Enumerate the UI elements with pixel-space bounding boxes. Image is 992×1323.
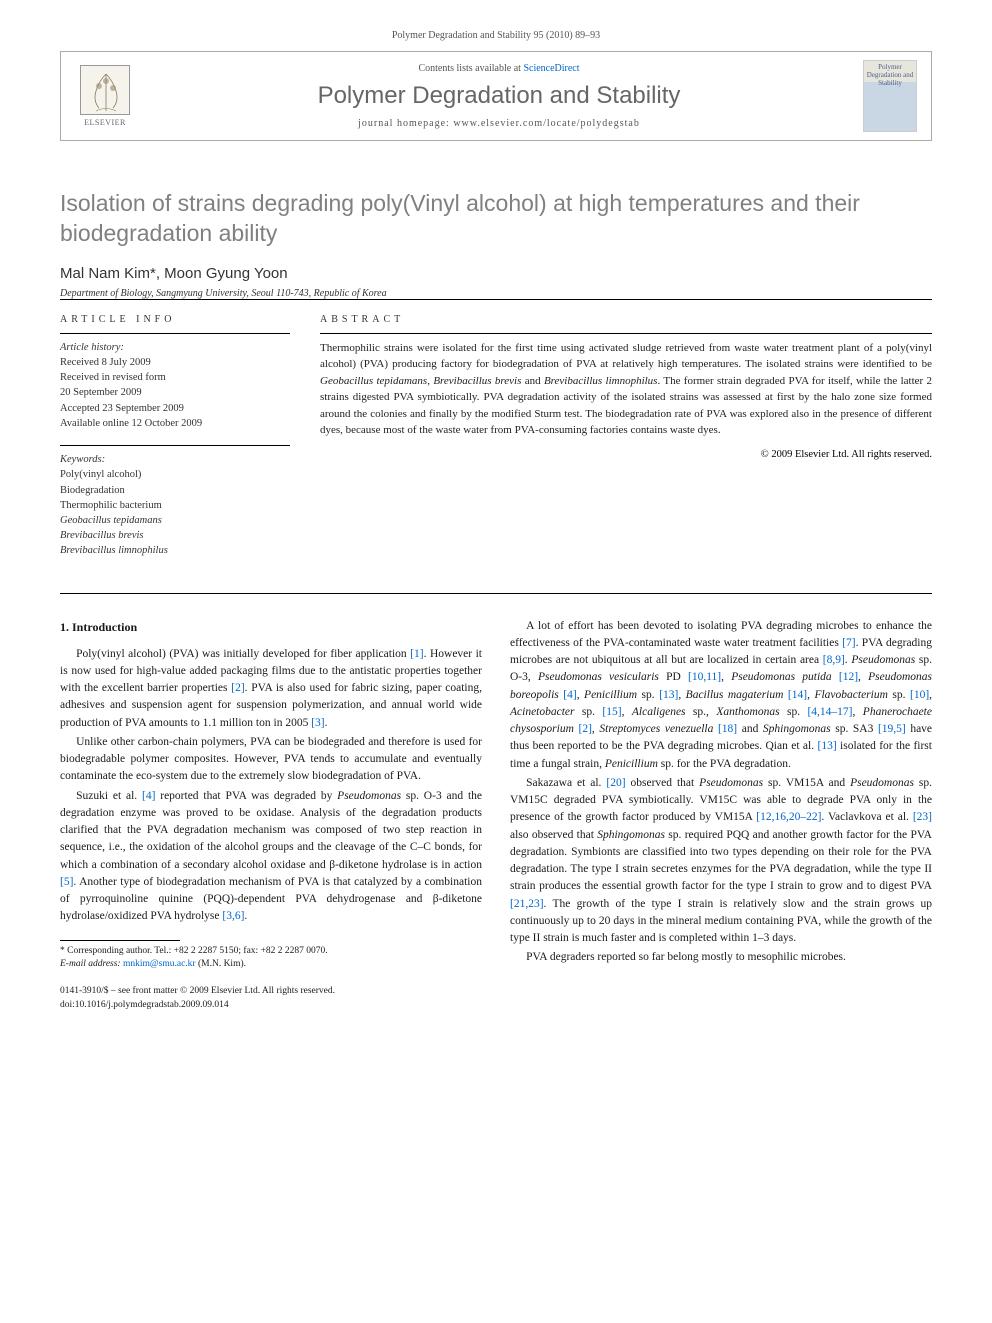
paragraph: Poly(vinyl alcohol) (PVA) was initially … [60,646,482,732]
body-divider [60,593,932,594]
journal-header-box: ELSEVIER Contents lists available at Sci… [60,51,932,141]
citation-link[interactable]: [2] [578,723,591,735]
citation-link[interactable]: [7] [842,637,855,649]
citation-link[interactable]: [4] [142,790,155,802]
front-matter-block: 0141-3910/$ – see front matter © 2009 El… [60,985,482,1012]
paragraph: Unlike other carbon-chain polymers, PVA … [60,734,482,786]
body-columns: 1. Introduction Poly(vinyl alcohol) (PVA… [60,618,932,1012]
abstract-copyright: © 2009 Elsevier Ltd. All rights reserved… [320,449,932,460]
citation-link[interactable]: [13] [817,740,836,752]
paragraph: Suzuki et al. [4] reported that PVA was … [60,788,482,926]
citation-link[interactable]: [20] [606,777,625,789]
citation-link[interactable]: [10] [910,689,929,701]
citation-link[interactable]: [5] [60,876,73,888]
authors: Mal Nam Kim*, Moon Gyung Yoon [60,265,932,282]
footnote-separator [60,940,180,941]
sciencedirect-link[interactable]: ScienceDirect [523,63,579,74]
citation-link[interactable]: [4,14–17] [807,706,852,718]
paragraph: Sakazawa et al. [20] observed that Pseud… [510,775,932,948]
contents-line: Contents lists available at ScienceDirec… [149,63,849,74]
abstract-label: ABSTRACT [320,314,932,325]
email-link[interactable]: mnkim@smu.ac.kr [123,959,196,969]
corresponding-author-footnote: * Corresponding author. Tel.: +82 2 2287… [60,945,482,972]
citation-link[interactable]: [1] [410,648,423,660]
citation-link[interactable]: [3,6] [222,910,244,922]
citation-link[interactable]: [18] [718,723,737,735]
citation-link[interactable]: [21,23] [510,898,544,910]
article-history: Article history: Received 8 July 2009 Re… [60,333,290,431]
citation-link[interactable]: [12,16,20–22] [756,811,821,823]
article-title: Isolation of strains degrading poly(Viny… [60,189,932,249]
publisher-label: ELSEVIER [84,118,126,127]
homepage-line: journal homepage: www.elsevier.com/locat… [149,118,849,129]
paragraph: A lot of effort has been devoted to isol… [510,618,932,773]
citation-link[interactable]: [23] [913,811,932,823]
paragraph: PVA degraders reported so far belong mos… [510,949,932,966]
article-info-label: ARTICLE INFO [60,314,290,325]
citation-link[interactable]: [19,5] [878,723,906,735]
homepage-url[interactable]: www.elsevier.com/locate/polydegstab [453,118,640,129]
section-heading-introduction: 1. Introduction [60,618,482,636]
citation-link[interactable]: [14] [788,689,807,701]
affiliation: Department of Biology, Sangmyung Univers… [60,288,932,299]
citation-link[interactable]: [13] [659,689,678,701]
citation-link[interactable]: [15] [602,706,621,718]
citation-link[interactable]: [2] [231,682,244,694]
journal-name: Polymer Degradation and Stability [149,82,849,110]
citation-link[interactable]: [12] [839,671,858,683]
running-header: Polymer Degradation and Stability 95 (20… [60,30,932,41]
keywords-block: Keywords: Poly(vinyl alcohol) Biodegrada… [60,445,290,559]
abstract-text: Thermophilic strains were isolated for t… [320,333,932,439]
citation-link[interactable]: [10,11] [688,671,721,683]
citation-link[interactable]: [8,9] [823,654,845,666]
citation-link[interactable]: [4] [563,689,576,701]
citation-link[interactable]: [3] [311,717,324,729]
journal-cover-thumbnail: Polymer Degradation and Stability [863,60,917,132]
elsevier-logo: ELSEVIER [75,61,135,131]
